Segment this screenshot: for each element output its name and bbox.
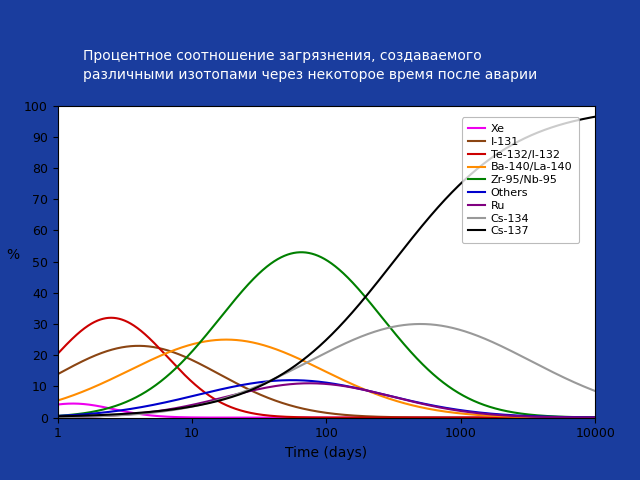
Text: Процентное соотношение загрязнения, создаваемого
различными изотопами через неко: Процентное соотношение загрязнения, созд… — [83, 49, 538, 82]
Legend: Xe, I-131, Te-132/I-132, Ba-140/La-140, Zr-95/Nb-95, Others, Ru, Cs-134, Cs-137: Xe, I-131, Te-132/I-132, Ba-140/La-140, … — [461, 118, 579, 243]
X-axis label: Time (days): Time (days) — [285, 446, 367, 460]
Y-axis label: %: % — [6, 248, 19, 262]
